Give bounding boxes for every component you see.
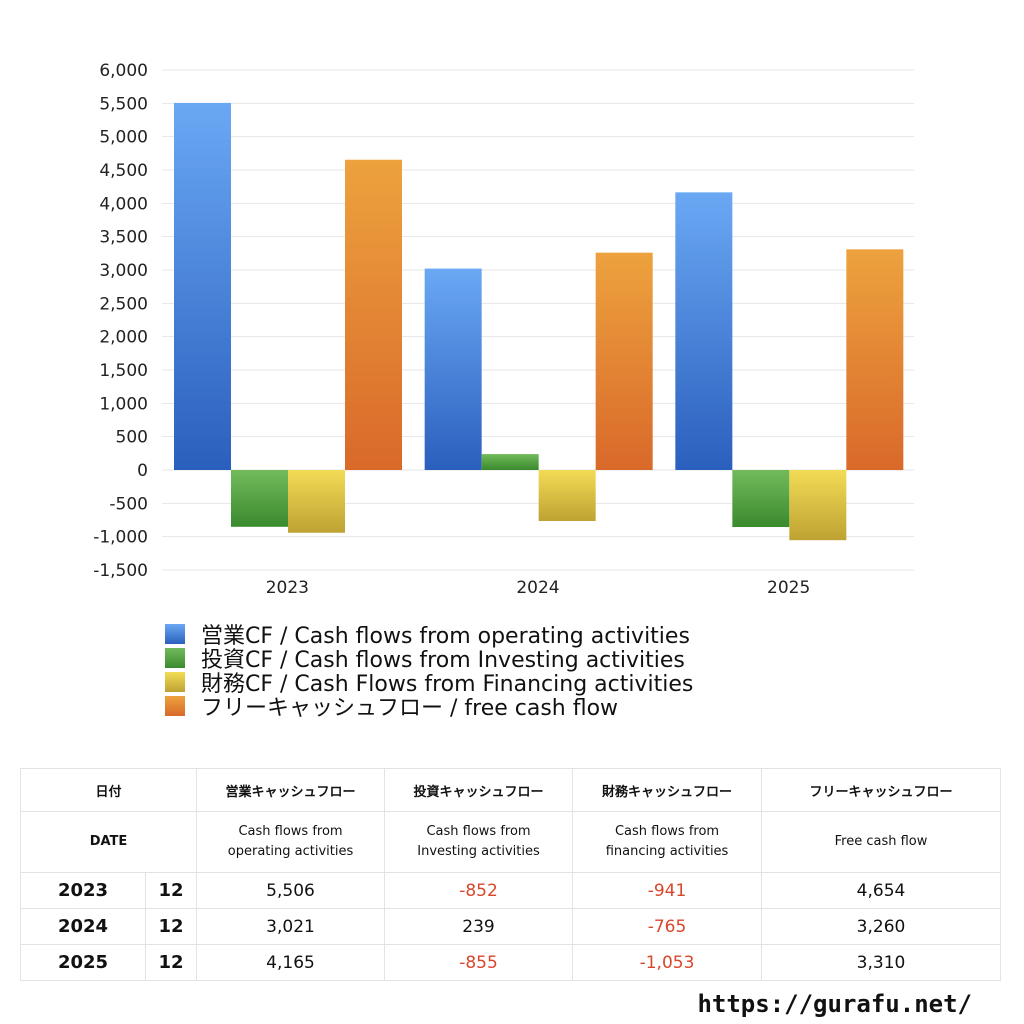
table-header-row-en: DATE Cash flows from operating activities… <box>19 811 1002 873</box>
cell-investing: 239 <box>384 908 574 945</box>
cell-year: 2023 <box>20 872 146 909</box>
header-investing-ja: 投資キャッシュフロー <box>384 768 574 812</box>
y-tick-label: 500 <box>116 428 148 448</box>
cell-free: 3,310 <box>761 944 1002 981</box>
x-tick-label: 2024 <box>516 578 559 598</box>
header-free-ja: フリーキャッシュフロー <box>761 768 1002 812</box>
header-operating-en: Cash flows from operating activities <box>196 811 386 873</box>
chart-legend: 営業CF / Cash flows from operating activit… <box>165 622 693 721</box>
site-url[interactable]: https://gurafu.net/ <box>697 990 972 1018</box>
y-tick-label: 2,500 <box>99 294 148 314</box>
cell-free: 3,260 <box>761 908 1002 945</box>
y-tick-label: 4,500 <box>99 161 148 181</box>
cell-investing: -852 <box>384 872 574 909</box>
header-operating-ja: 営業キャッシュフロー <box>196 768 386 812</box>
header-operating-en-line2: operating activities <box>227 844 354 859</box>
cash-flow-table: 日付 営業キャッシュフロー 投資キャッシュフロー 財務キャッシュフロー フリーキ… <box>19 768 1002 981</box>
bar <box>675 192 733 471</box>
header-financing-en-line1: Cash flows from <box>614 824 720 839</box>
x-tick-label: 2025 <box>767 578 810 598</box>
bar <box>595 252 653 470</box>
cell-financing: -941 <box>572 872 763 909</box>
y-tick-label: 6,000 <box>99 61 148 81</box>
cell-operating: 5,506 <box>196 872 386 909</box>
header-free-en: Free cash flow <box>761 811 1002 873</box>
header-financing-ja: 財務キャッシュフロー <box>572 768 763 812</box>
x-tick-label: 2023 <box>266 578 309 598</box>
legend-item-investing: 投資CF / Cash flows from Investing activit… <box>165 646 693 673</box>
header-financing-en-line2: financing activities <box>605 844 729 859</box>
cell-financing: -1,053 <box>572 944 763 981</box>
cell-month: 12 <box>144 944 198 981</box>
cell-financing: -765 <box>572 908 763 945</box>
table-row: 2025 12 4,165 -855 -1,053 3,310 <box>20 944 1002 981</box>
cell-month: 12 <box>144 908 198 945</box>
y-tick-label: 5,000 <box>99 128 148 148</box>
y-tick-label: 3,500 <box>99 228 148 248</box>
y-tick-label: -500 <box>109 494 148 514</box>
header-date-ja: 日付 <box>19 768 198 812</box>
legend-item-operating: 営業CF / Cash flows from operating activit… <box>165 622 693 649</box>
y-tick-label: 0 <box>137 461 148 481</box>
table-row: 2024 12 3,021 239 -765 3,260 <box>20 908 1002 945</box>
cell-operating: 3,021 <box>196 908 386 945</box>
y-tick-label: -1,000 <box>93 528 148 548</box>
y-tick-label: -1,500 <box>93 561 148 581</box>
legend-label-investing: 投資CF / Cash flows from Investing activit… <box>201 648 685 673</box>
header-investing-en: Cash flows from Investing activities <box>384 811 574 873</box>
legend-swatch-operating <box>165 624 185 644</box>
cell-investing: -855 <box>384 944 574 981</box>
bar <box>732 470 790 527</box>
bar <box>846 249 904 470</box>
y-tick-label: 2,000 <box>99 328 148 348</box>
y-tick-label: 3,000 <box>99 261 148 281</box>
bar <box>538 470 596 521</box>
cell-month: 12 <box>144 872 198 909</box>
legend-label-financing: 財務CF / Cash Flows from Financing activit… <box>201 672 694 697</box>
header-date-en: DATE <box>19 811 198 873</box>
legend-item-financing: 財務CF / Cash Flows from Financing activit… <box>165 670 693 697</box>
legend-swatch-free <box>165 696 185 716</box>
header-investing-en-line1: Cash flows from <box>426 824 531 839</box>
cell-year: 2025 <box>20 944 146 981</box>
table-header-row-ja: 日付 営業キャッシュフロー 投資キャッシュフロー 財務キャッシュフロー フリーキ… <box>19 768 1002 812</box>
legend-swatch-financing <box>165 672 185 692</box>
y-tick-label: 1,500 <box>99 361 148 381</box>
bar <box>789 470 847 541</box>
y-tick-label: 5,500 <box>99 94 148 114</box>
bar <box>231 470 288 527</box>
cell-operating: 4,165 <box>196 944 386 981</box>
header-investing-en-line2: Investing activities <box>417 844 540 859</box>
y-tick-label: 4,000 <box>99 194 148 214</box>
legend-label-free: フリーキャッシュフロー / free cash flow <box>201 696 619 721</box>
bar <box>345 159 402 470</box>
cell-free: 4,654 <box>761 872 1002 909</box>
y-tick-label: 1,000 <box>99 394 148 414</box>
table-row: 2023 12 5,506 -852 -941 4,654 <box>20 872 1002 909</box>
bar <box>424 268 482 470</box>
cash-flow-bar-chart: 6,000 5,500 5,000 4,500 4,000 3,500 3,000 2,500… <box>93 61 914 598</box>
header-operating-en-line1: Cash flows from <box>238 824 343 839</box>
legend-swatch-investing <box>165 648 185 668</box>
cell-year: 2024 <box>20 908 146 945</box>
legend-label-operating: 営業CF / Cash flows from operating activit… <box>201 624 690 649</box>
header-financing-en: Cash flows from financing activities <box>572 811 763 873</box>
bar <box>174 102 231 470</box>
bar <box>288 470 345 533</box>
bar <box>481 454 539 470</box>
legend-item-free: フリーキャッシュフロー / free cash flow <box>165 694 693 721</box>
